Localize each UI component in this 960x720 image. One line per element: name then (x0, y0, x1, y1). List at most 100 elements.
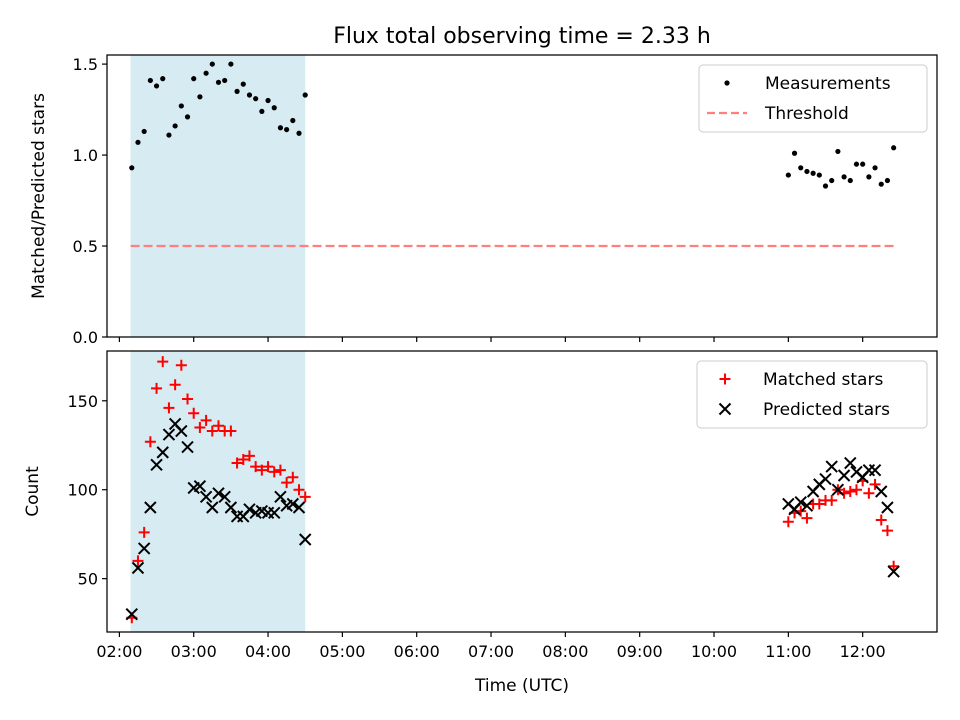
predicted-star-point (831, 483, 845, 496)
matched-star-point (169, 379, 181, 391)
chart-title: Flux total observing time = 2.33 h (333, 24, 711, 49)
predicted-star-point (199, 490, 213, 504)
matched-star-point (881, 525, 893, 537)
measurement-point (240, 81, 246, 87)
matched-star-point (782, 516, 794, 528)
top-shaded-region (130, 55, 306, 337)
matched-star-point (268, 466, 280, 478)
matched-star-point (863, 487, 875, 499)
predicted-star-point (144, 501, 157, 514)
matched-star-point (225, 425, 237, 437)
matched-star-point (875, 514, 887, 526)
predicted-star-point (218, 490, 231, 504)
measurement-point (829, 177, 835, 184)
predicted-star-point (274, 490, 287, 504)
measurement-point (284, 126, 290, 133)
measurement-point (147, 77, 153, 84)
measurement-point (253, 96, 259, 102)
measurement-point (265, 97, 271, 104)
measurement-point (129, 165, 135, 171)
matched-star-point (850, 484, 862, 496)
predicted-star-point (868, 463, 882, 477)
x-tick-label: 02:00 (96, 642, 142, 661)
measurement-point (259, 108, 265, 114)
predicted-star-point (212, 487, 225, 500)
x-tick-label: 03:00 (171, 642, 217, 661)
x-tick-label: 07:00 (468, 642, 514, 661)
measurement-point (798, 165, 804, 171)
measurement-point (166, 132, 172, 138)
bottom-ticks: 50 100 150 02:00 03:00 04:00 05:00 06:00 07:00 08… (67, 392, 885, 661)
predicted-star-point (862, 463, 876, 477)
predicted-star-point (837, 469, 851, 482)
measurement-point (785, 172, 791, 178)
bottom-y-axis-label: Count (23, 466, 43, 517)
matched-star-point (231, 457, 243, 469)
bottom-axes-frame (106, 350, 938, 633)
measurement-point (277, 125, 284, 131)
measurement-point (191, 76, 197, 82)
matched-star-point (250, 461, 262, 473)
measurement-point (178, 103, 184, 109)
legend-box (696, 360, 928, 429)
legend-label: Predicted stars (763, 400, 890, 420)
x-tick-label: 05:00 (319, 642, 365, 661)
measurement-point (860, 161, 866, 167)
measurement-point (153, 83, 160, 89)
x-tick-label: 12:00 (840, 642, 886, 661)
predicted-star-point (162, 428, 176, 441)
measurement-point (271, 105, 277, 111)
legend-marker-swatch (718, 402, 732, 416)
predicted-star-point (181, 440, 194, 454)
x-tick-label: 08:00 (542, 642, 588, 661)
x-tick-label: 10:00 (691, 642, 737, 661)
measurement-point (791, 150, 798, 156)
measurement-point (835, 148, 841, 155)
measurement-point (222, 77, 228, 84)
measurement-point (160, 76, 166, 82)
x-tick-label: 04:00 (245, 642, 291, 661)
predicted-star-point (844, 456, 857, 470)
bottom-legend: Matched stars Predicted stars (696, 360, 928, 429)
predicted-star-point (292, 501, 306, 514)
legend-label: Matched stars (763, 370, 883, 390)
predicted-star-point (794, 495, 807, 509)
measurement-point (197, 94, 203, 100)
predicted-star-point (150, 458, 163, 472)
matched-star-point (175, 359, 187, 371)
predicted-star-point (800, 499, 814, 512)
bottom-panel: 50 100 150 02:00 03:00 04:00 05:00 06:00 07:00 08… (23, 350, 938, 696)
matched-star-point (844, 486, 856, 497)
top-ticks: 0.0 0.5 1.0 1.5 (73, 55, 864, 347)
measurement-point (203, 70, 209, 76)
matched-star-point (801, 512, 813, 524)
predicted-star-point (286, 497, 300, 511)
legend-marker-swatch (719, 373, 731, 385)
matched-star-point (138, 526, 150, 538)
matched-star-point (299, 491, 311, 503)
matched-star-point (132, 555, 144, 567)
measurement-point (804, 168, 810, 175)
predicted-star-point (881, 501, 894, 514)
matched-star-point (206, 425, 218, 437)
measurement-point (296, 130, 302, 136)
matched-star-point (182, 393, 194, 405)
measurement-point (184, 114, 191, 120)
top-legend: Measurements Threshold (698, 64, 928, 133)
matched-star-point (200, 414, 212, 426)
measurement-point (884, 177, 891, 184)
predicted-star-point (206, 501, 219, 514)
matched-star-point (157, 356, 169, 368)
predicted-star-point (887, 565, 900, 578)
matched-star-point (274, 464, 286, 476)
predicted-star-point (224, 501, 238, 514)
matched-star-point (262, 461, 274, 473)
measurement-point (878, 181, 884, 187)
top-panel: 0.0 0.5 1.0 1.5 Matched/Predicted stars Mea… (29, 54, 938, 347)
predicted-star-point (875, 485, 888, 498)
y-tick-label: 1.0 (73, 146, 98, 165)
top-marks (129, 61, 897, 248)
measurement-point (302, 92, 308, 98)
measurement-point (141, 128, 147, 135)
